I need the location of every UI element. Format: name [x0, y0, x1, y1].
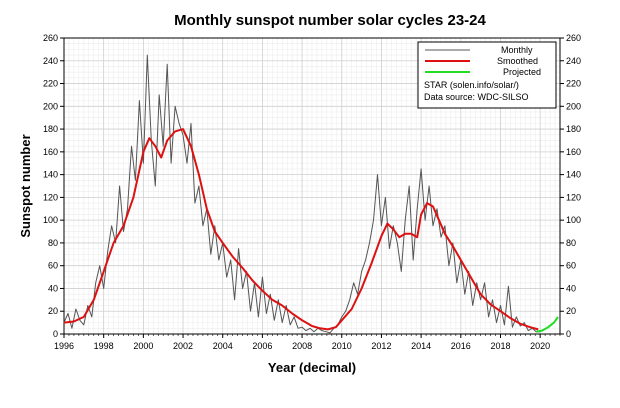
legend-label-projected: Projected — [503, 67, 541, 77]
x-tick-label: 1998 — [94, 341, 114, 351]
x-tick-label: 2016 — [451, 341, 471, 351]
x-axis-title: Year (decimal) — [268, 360, 356, 375]
y-tick-label-right: 20 — [566, 306, 576, 316]
y-tick-label-right: 260 — [566, 33, 581, 43]
x-tick-label: 2020 — [530, 341, 550, 351]
legend-box — [417, 41, 557, 109]
x-tick-label: 2004 — [213, 341, 233, 351]
y-tick-label-right: 80 — [566, 238, 576, 248]
y-tick-label-right: 200 — [566, 101, 581, 111]
legend-note-star: STAR (solen.info/solar/) — [424, 80, 519, 90]
y-tick-label-left: 80 — [48, 238, 58, 248]
y-tick-label-right: 180 — [566, 124, 581, 134]
x-tick-label: 2006 — [252, 341, 272, 351]
x-tick-label: 2000 — [133, 341, 153, 351]
x-tick-label: 1996 — [54, 341, 74, 351]
y-tick-label-left: 220 — [43, 79, 58, 89]
y-tick-label-right: 120 — [566, 192, 581, 202]
y-tick-label-left: 100 — [43, 215, 58, 225]
y-tick-label-right: 240 — [566, 56, 581, 66]
y-tick-label-right: 140 — [566, 170, 581, 180]
legend-note-source: Data source: WDC-SILSO — [424, 92, 529, 102]
y-tick-label-right: 100 — [566, 215, 581, 225]
x-tick-label: 2014 — [411, 341, 431, 351]
y-tick-label-left: 140 — [43, 170, 58, 180]
axis-ticks: 1996 1998 2000 2002 2004 2006 2008 2010 2012 2014… — [43, 33, 581, 351]
legend: Monthly Smoothed Projected STAR (solen.i… — [417, 41, 557, 109]
y-tick-label-left: 20 — [48, 306, 58, 316]
x-tick-label: 2010 — [332, 341, 352, 351]
y-axis-title: Sunspot number — [18, 134, 33, 237]
y-tick-label-right: 0 — [566, 329, 571, 339]
chart-title: Monthly sunspot number solar cycles 23-2… — [174, 12, 486, 29]
series-smoothed — [63, 128, 539, 331]
legend-label-smoothed: Smoothed — [497, 56, 538, 66]
y-tick-label-left: 260 — [43, 33, 58, 43]
y-tick-label-left: 160 — [43, 147, 58, 157]
y-tick-label-right: 40 — [566, 283, 576, 293]
y-tick-label-left: 120 — [43, 192, 58, 202]
y-tick-label-left: 240 — [43, 56, 58, 66]
x-tick-label: 2008 — [292, 341, 312, 351]
y-tick-label-right: 60 — [566, 261, 576, 271]
x-tick-label: 2018 — [490, 341, 510, 351]
y-tick-label-left: 180 — [43, 124, 58, 134]
x-tick-label: 2012 — [371, 341, 391, 351]
series-group — [63, 54, 559, 334]
series-projected — [536, 316, 559, 333]
y-tick-label-left: 0 — [53, 329, 58, 339]
y-tick-label-right: 220 — [566, 79, 581, 89]
x-tick-label: 2002 — [173, 341, 193, 351]
legend-label-monthly: Monthly — [501, 45, 533, 55]
y-tick-label-right: 160 — [566, 147, 581, 157]
y-tick-label-left: 60 — [48, 261, 58, 271]
y-tick-label-left: 40 — [48, 283, 58, 293]
y-tick-label-left: 200 — [43, 101, 58, 111]
